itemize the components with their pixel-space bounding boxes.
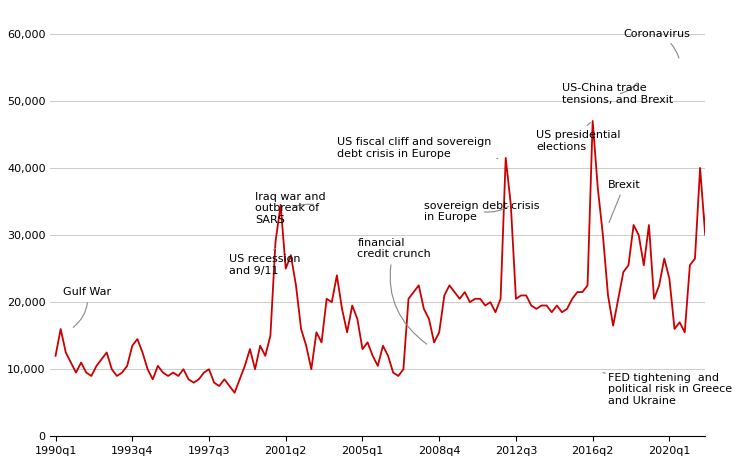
Text: US-China trade
tensions, and Brexit: US-China trade tensions, and Brexit <box>562 83 674 105</box>
Text: FED tightening  and
political risk in Greece
and Ukraine: FED tightening and political risk in Gre… <box>603 373 732 406</box>
Text: financial
credit crunch: financial credit crunch <box>357 238 431 344</box>
Text: Gulf War: Gulf War <box>63 287 111 327</box>
Text: Coronavirus: Coronavirus <box>623 29 690 58</box>
Text: US fiscal cliff and sovereign
debt crisis in Europe: US fiscal cliff and sovereign debt crisi… <box>337 137 498 159</box>
Text: US recession
and 9/11: US recession and 9/11 <box>230 249 301 276</box>
Text: sovereign debt crisis
in Europe: sovereign debt crisis in Europe <box>424 201 539 222</box>
Text: Brexit: Brexit <box>608 180 640 222</box>
Text: Iraq war and
outbreak of
SARS: Iraq war and outbreak of SARS <box>255 192 326 225</box>
Text: US presidential
elections: US presidential elections <box>536 123 621 152</box>
